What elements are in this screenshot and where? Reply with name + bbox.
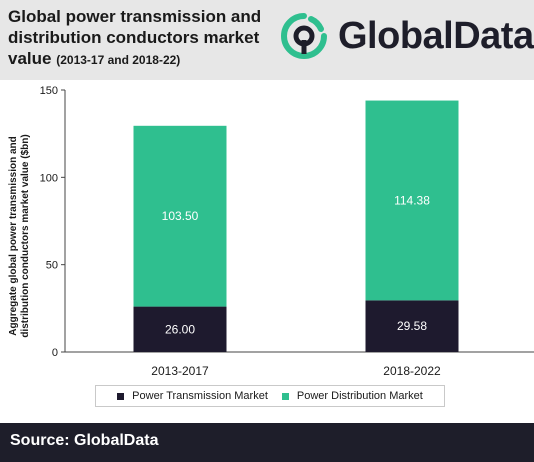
x-tick-label: 2018-2022 — [383, 364, 441, 378]
bar-transmission-2 — [365, 300, 459, 352]
y-tick-label: 150 — [40, 85, 58, 97]
legend-swatch — [281, 392, 289, 400]
bar-distribution-2 — [365, 100, 459, 301]
legend-label: Power Transmission Market — [132, 390, 268, 402]
bar-transmission-1 — [133, 306, 227, 352]
legend-item-distribution: Power Distribution Market — [281, 390, 423, 402]
footer-banner: Source: GlobalData — [0, 423, 534, 462]
chart-area: Aggregate global power transmission andd… — [8, 85, 534, 378]
chart-subtitle: (2013-17 and 2018-22) — [56, 53, 181, 67]
chart-legend: Power Transmission Market Power Distribut… — [95, 385, 445, 407]
legend-item-transmission: Power Transmission Market — [117, 390, 268, 402]
header-banner: Global power transmission and distributi… — [0, 0, 534, 80]
chart-title-text: Global power transmission and distributi… — [8, 7, 262, 68]
data-label-transmission-1: 26.00 — [165, 322, 195, 336]
chart-title: Global power transmission and distributi… — [8, 6, 283, 71]
source-note: Source: GlobalData — [10, 432, 159, 449]
legend-swatch — [117, 392, 125, 400]
x-tick-label: 2013-2017 — [151, 364, 209, 378]
y-tick-label: 100 — [40, 172, 58, 184]
y-tick-label: 0 — [52, 347, 58, 359]
data-label-distribution-2: 114.38 — [394, 193, 430, 207]
data-label-distribution-1: 103.50 — [162, 209, 199, 223]
globaldata-logo: GlobalData. — [278, 10, 534, 62]
y-axis-label: Aggregate global power transmission andd… — [8, 134, 31, 337]
globaldata-logo-icon — [281, 13, 327, 59]
globaldata-logo-text: GlobalData. — [338, 15, 534, 57]
bar-distribution-1 — [133, 125, 227, 307]
y-tick-label: 50 — [46, 260, 58, 272]
legend-label: Power Distribution Market — [296, 390, 423, 402]
data-label-transmission-2: 29.58 — [397, 319, 427, 333]
